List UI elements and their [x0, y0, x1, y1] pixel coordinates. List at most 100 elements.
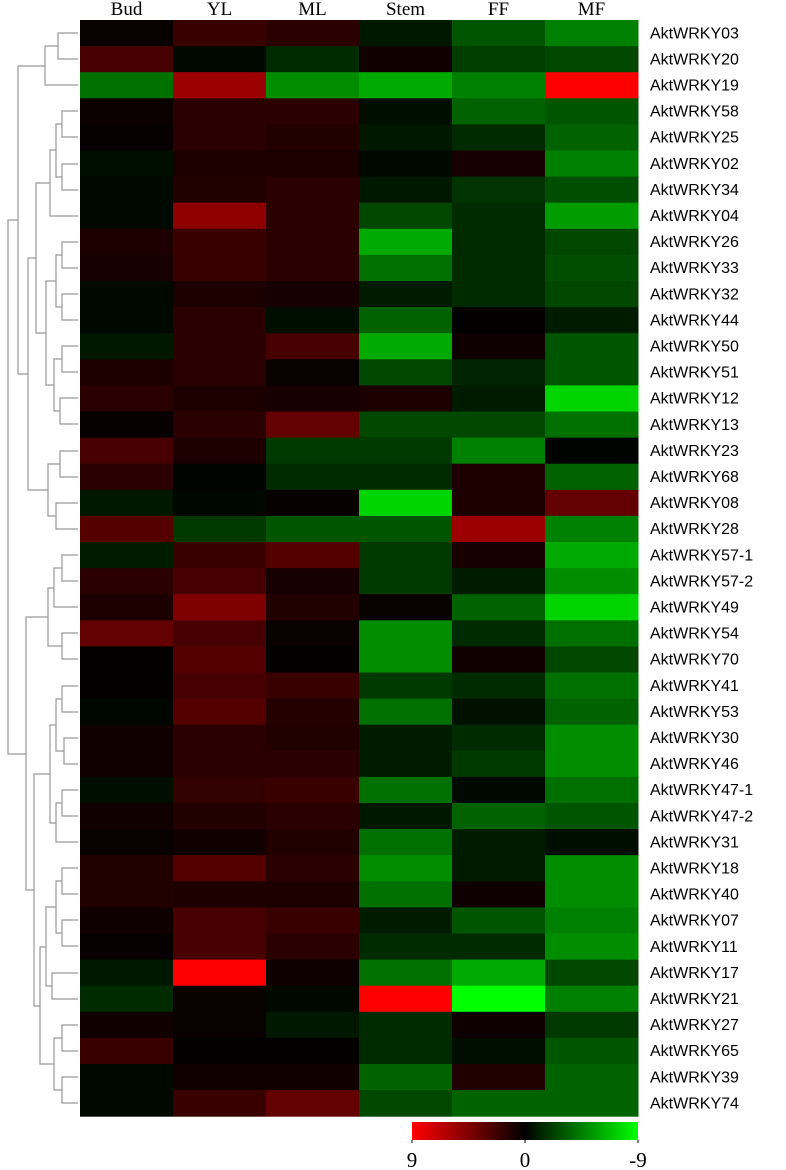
- row-label: AktWRKY40: [650, 887, 739, 904]
- heat-cell: [359, 985, 453, 1013]
- heat-cell: [80, 542, 174, 569]
- heat-cell: [173, 1064, 267, 1091]
- dendrogram-branch: [47, 463, 60, 517]
- heat-cell: [173, 646, 267, 673]
- heat-cell: [545, 307, 639, 334]
- heat-cell: [80, 594, 174, 621]
- heat-cell: [266, 1037, 360, 1065]
- row-label: AktWRKY31: [650, 834, 739, 851]
- dendrogram-branch: [55, 880, 62, 934]
- heat-cell: [359, 307, 453, 334]
- heat-cell: [173, 1090, 267, 1117]
- heat-cell: [452, 46, 546, 73]
- dendrogram-branch: [27, 257, 48, 491]
- heat-cell: [173, 385, 267, 412]
- heat-cell: [266, 463, 360, 491]
- row-label: AktWRKY74: [650, 1095, 739, 1112]
- heat-cell: [266, 385, 360, 412]
- heat-cell: [545, 933, 639, 961]
- row-label: AktWRKY34: [650, 182, 739, 199]
- row-label: AktWRKY07: [650, 913, 739, 930]
- dendrogram-branch: [25, 616, 48, 891]
- heat-cell: [452, 646, 546, 673]
- heat-cell: [173, 803, 267, 830]
- heat-cell: [266, 124, 360, 151]
- heat-cell: [80, 411, 174, 439]
- dendrogram-branch: [53, 358, 62, 412]
- heat-cell: [359, 568, 453, 595]
- heat-cell: [545, 594, 639, 621]
- heat-cell: [545, 515, 639, 543]
- heat-cell: [173, 568, 267, 595]
- heat-cell: [545, 881, 639, 908]
- heat-cell: [452, 1011, 546, 1039]
- heat-cell: [80, 620, 174, 647]
- heat-cell: [266, 907, 360, 934]
- row-label: AktWRKY26: [650, 234, 739, 251]
- heat-cell: [266, 1090, 360, 1117]
- heat-cell: [80, 98, 174, 125]
- heat-cell: [173, 1011, 267, 1039]
- row-label: AktWRKY57-2: [650, 573, 753, 590]
- heat-cell: [545, 20, 639, 47]
- heat-cell: [266, 489, 360, 517]
- dendrogram-branch: [51, 972, 78, 1000]
- dendrogram-branch: [61, 163, 78, 191]
- heat-cell: [359, 1064, 453, 1091]
- heat-cell: [359, 359, 453, 386]
- heat-cell: [359, 333, 453, 360]
- dendrogram-branch: [7, 219, 26, 755]
- dendrogram-branch: [33, 773, 50, 1007]
- heat-cell: [266, 620, 360, 647]
- row-label: AktWRKY46: [650, 756, 739, 773]
- row-label: AktWRKY04: [650, 208, 739, 225]
- heat-cell: [452, 568, 546, 595]
- heat-cell: [452, 672, 546, 700]
- heat-cell: [173, 515, 267, 543]
- heat-cell: [80, 307, 174, 334]
- heat-cell: [359, 594, 453, 621]
- dendrogram-branch: [61, 110, 78, 138]
- heat-cell: [80, 933, 174, 961]
- heat-cell: [545, 620, 639, 647]
- dendrogram-branch: [57, 32, 78, 60]
- heat-cell: [80, 281, 174, 308]
- heat-cell: [266, 776, 360, 804]
- heat-cell: [452, 20, 546, 47]
- heat-cell: [80, 1037, 174, 1065]
- heat-cell: [359, 907, 453, 934]
- heat-cell: [266, 724, 360, 752]
- heat-cell: [173, 724, 267, 752]
- row-label: AktWRKY19: [650, 77, 739, 94]
- heat-cell: [173, 437, 267, 465]
- heat-cell: [545, 124, 639, 151]
- heat-cell: [266, 281, 360, 308]
- heat-cell: [545, 698, 639, 726]
- heat-cell: [452, 594, 546, 621]
- heat-cell: [545, 646, 639, 673]
- heat-cell: [452, 1090, 546, 1117]
- heat-cell: [80, 46, 174, 73]
- heat-cell: [80, 489, 174, 517]
- dendrogram-branch: [61, 1024, 78, 1052]
- heat-cell: [452, 1064, 546, 1091]
- heat-cell: [266, 176, 360, 204]
- heat-cell: [452, 776, 546, 804]
- heat-cell: [80, 881, 174, 908]
- heat-cell: [80, 776, 174, 804]
- heat-cell: [266, 411, 360, 439]
- heat-cell: [173, 594, 267, 621]
- row-label: AktWRKY02: [650, 156, 739, 173]
- heat-cell: [359, 20, 453, 47]
- heat-cell: [545, 855, 639, 882]
- heat-cell: [545, 46, 639, 73]
- heat-cell: [173, 20, 267, 47]
- column-label: Bud: [111, 0, 143, 20]
- heat-cell: [452, 254, 546, 282]
- dendrogram-branch: [61, 632, 78, 660]
- heat-cell: [359, 855, 453, 882]
- dendrogram-branch: [55, 254, 62, 308]
- heat-cell: [452, 98, 546, 125]
- heat-cell: [173, 281, 267, 308]
- dendrogram-branch: [59, 397, 78, 425]
